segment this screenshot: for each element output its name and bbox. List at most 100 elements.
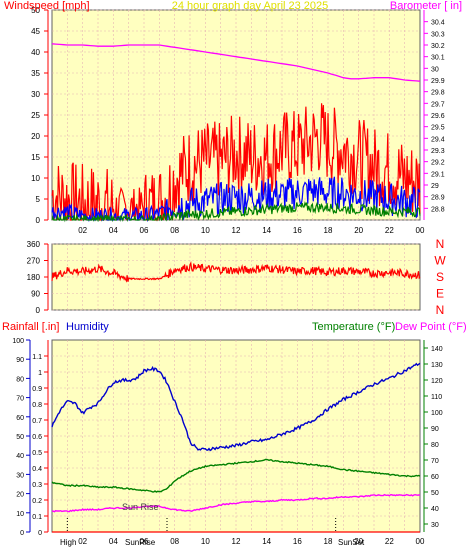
humidity-x-tick-label: 14 [262, 537, 271, 546]
wind-x-tick-label: 04 [109, 226, 118, 235]
temperature-tick-label: 120 [431, 378, 443, 385]
wind-tick-label: 10 [31, 174, 40, 183]
wind-gust-line [51, 103, 421, 221]
barometer-tick-label: 29.1 [431, 171, 445, 178]
humidity-tick-label: 100 [12, 338, 24, 345]
temperature-tick-label: 90 [431, 426, 439, 433]
humidity-x-tick-label: 12 [232, 537, 241, 546]
wind-tick-label: 50 [31, 6, 40, 15]
direction-tick-label: 0 [36, 306, 41, 315]
barometer-tick-label: 30.3 [431, 31, 445, 38]
wind-x-tick-label: 12 [232, 226, 241, 235]
wind-x-tick-label: 00 [416, 226, 425, 235]
wind-tick-label: 25 [31, 111, 40, 120]
wind-x-tick-label: 18 [324, 226, 333, 235]
compass-label: W [434, 254, 446, 268]
rain-tick-label: 0.1 [32, 514, 42, 521]
temperature-tick-label: 140 [431, 346, 443, 353]
temperature-tick-label: 130 [431, 362, 443, 369]
wind-tick-label: 45 [31, 27, 40, 36]
wind-x-tick-label: 20 [354, 226, 363, 235]
wind-ylabel: Windspeed [mph] [4, 0, 90, 12]
temperature-tick-label: 50 [431, 490, 439, 497]
humidity-x-tick-label: 06 [140, 537, 149, 546]
rainfall-ylabel: Rainfall [.in] [2, 321, 59, 333]
temperature-tick-label: 30 [431, 522, 439, 529]
sunrise-marker-label: SunRise [125, 538, 156, 547]
temperature-tick-label: 100 [431, 410, 443, 417]
dew-point-ylabel: Dew Point (°F) [395, 321, 466, 333]
barometer-ylabel: Barometer [ in] [390, 0, 462, 12]
humidity-ylabel: Humidity [66, 321, 109, 333]
compass-label: E [436, 287, 444, 301]
wind-series [51, 43, 421, 223]
wind-direction-line [51, 261, 421, 283]
humidity-tick-label: 30 [16, 472, 24, 479]
sun-rise-annotation: Sun Rise [122, 502, 159, 512]
barometer-y-ticks: 28.8 28.9 29 29.1 29.2 29.3 29.4 29.5 29.6 29.7 29… [423, 10, 445, 220]
dew-point-line [51, 493, 420, 513]
direction-tick-label: 360 [27, 240, 41, 249]
rain-y-ticks: 0 0.1 0.2 0.3 0.4 0.5 0.6 0.7 0.8 0.9 1 1.1 [32, 340, 49, 537]
compass-label: N [436, 303, 445, 317]
humidity-x-tick-label: 22 [385, 537, 394, 546]
temperature-y-ticks: 30 40 50 60 70 80 90 100 110 120 130 140 [423, 340, 443, 532]
wind-tick-label: 5 [36, 195, 41, 204]
humidity-x-tick-label: 08 [170, 537, 179, 546]
wind-y-ticks: 0 5 10 15 20 25 30 35 40 45 50 [31, 6, 49, 225]
barometer-tick-label: 29.4 [431, 136, 445, 143]
barometer-tick-label: 29.3 [431, 148, 445, 155]
humidity-x-tick-label: 00 [416, 537, 425, 546]
temperature-tick-label: 60 [431, 474, 439, 481]
humidity-tick-label: 70 [16, 396, 24, 403]
humidity-x-tick-label: 18 [324, 537, 333, 546]
wind-tick-label: 0 [36, 216, 41, 225]
barometer-tick-label: 29.6 [431, 113, 445, 120]
humidity-tick-label: 20 [16, 492, 24, 499]
rain-tick-label: 0.5 [32, 450, 42, 457]
direction-y-ticks: 0 90 180 270 360 [27, 240, 49, 315]
compass-label: S [436, 270, 444, 284]
temperature-line [51, 458, 421, 493]
barometer-tick-label: 30.4 [431, 20, 445, 27]
rain-tick-label: 0.9 [32, 386, 42, 393]
humidity-y-ticks: 0 10 20 30 40 50 60 70 80 90 100 [12, 338, 31, 537]
wind-x-tick-label: 16 [293, 226, 302, 235]
compass-label: N [436, 237, 445, 251]
direction-tick-label: 270 [27, 257, 41, 266]
wind-x-tick-label: 08 [170, 226, 179, 235]
humidity-line [51, 362, 421, 452]
wind-x-tick-label: 10 [201, 226, 210, 235]
direction-tick-label: 90 [31, 290, 40, 299]
temperature-tick-label: 80 [431, 442, 439, 449]
humidity-x-tick-label: 04 [109, 537, 118, 546]
wind-tick-label: 40 [31, 48, 40, 57]
wind-x-tick-label: 22 [385, 226, 394, 235]
wind-x-tick-label: 06 [140, 226, 149, 235]
wind-tick-label: 20 [31, 132, 40, 141]
barometer-tick-label: 28.9 [431, 195, 445, 202]
wind-tick-label: 35 [31, 69, 40, 78]
humidity-tick-label: 60 [16, 415, 24, 422]
barometer-tick-label: 28.8 [431, 206, 445, 213]
humidity-tick-label: 10 [16, 511, 24, 518]
rain-tick-label: 0.4 [32, 466, 42, 473]
wind-x-ticks: 02 04 06 08 10 12 14 16 18 20 22 00 [78, 226, 425, 235]
humidity-grid [52, 340, 420, 533]
humidity-tick-label: 50 [16, 434, 24, 441]
rain-tick-label: 0.8 [32, 402, 42, 409]
chart-title: 24 hour graph day April 23 2025 [172, 0, 329, 12]
rain-tick-label: 0.2 [32, 498, 42, 505]
direction-series [51, 261, 421, 283]
wind-low-line [51, 201, 421, 223]
barometer-tick-label: 29.9 [431, 78, 445, 85]
barometer-tick-label: 29.2 [431, 160, 445, 167]
high-marker-label: High [60, 538, 76, 547]
temperature-tick-label: 70 [431, 458, 439, 465]
barometer-tick-label: 29 [431, 183, 439, 190]
humidity-x-ticks: 02 04 06 08 10 12 14 16 18 20 22 00 [66, 518, 425, 546]
